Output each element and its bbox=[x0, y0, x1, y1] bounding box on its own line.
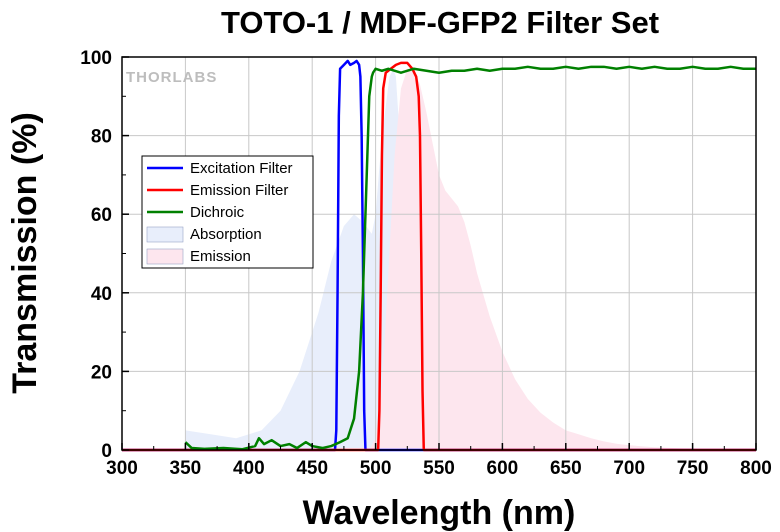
y-tick-label: 100 bbox=[80, 48, 112, 69]
x-tick-label: 700 bbox=[613, 458, 645, 479]
y-tick-label: 20 bbox=[91, 362, 112, 383]
absorption-legend-swatch bbox=[146, 226, 184, 243]
axis-ticks: 300 350 400 450 500 550 600 650 700 750 800 0 20 40 60… bbox=[80, 48, 772, 479]
x-tick-label: 600 bbox=[487, 458, 519, 479]
dichroic-legend-label: Dichroic bbox=[190, 204, 245, 221]
x-tick-label: 550 bbox=[423, 458, 455, 479]
x-tick-label: 650 bbox=[550, 458, 582, 479]
watermark: THORLABS bbox=[126, 69, 217, 86]
y-tick-label: 60 bbox=[91, 205, 112, 226]
x-tick-label: 800 bbox=[740, 458, 772, 479]
dichroic-line bbox=[184, 65, 756, 451]
x-tick-label: 350 bbox=[170, 458, 202, 479]
emission-area bbox=[369, 68, 756, 450]
y-tick-label: 0 bbox=[101, 441, 112, 462]
x-tick-label: 500 bbox=[360, 458, 392, 479]
emission-filter-line bbox=[122, 61, 756, 452]
absorption-area bbox=[185, 68, 427, 450]
emission-legend-label: Emission bbox=[190, 248, 251, 265]
y-axis-label: Transmission (%) bbox=[6, 112, 44, 394]
x-tick-label: 400 bbox=[233, 458, 265, 479]
y-tick-label: 80 bbox=[91, 127, 112, 148]
legend: Excitation Filter Emission Filter Dichroic… bbox=[141, 155, 314, 269]
area-series-group bbox=[185, 68, 756, 450]
x-tick-label: 450 bbox=[296, 458, 328, 479]
excitation-filter-legend-label: Excitation Filter bbox=[190, 160, 293, 177]
x-tick-label: 300 bbox=[106, 458, 138, 479]
emission-filter-legend-label: Emission Filter bbox=[190, 182, 288, 199]
x-tick-label: 750 bbox=[677, 458, 709, 479]
x-axis-label: Wavelength (nm) bbox=[303, 494, 576, 532]
emission-legend-swatch bbox=[146, 248, 184, 265]
y-tick-label: 40 bbox=[91, 284, 112, 305]
line-series-group bbox=[122, 59, 756, 452]
chart-title: TOTO-1 / MDF-GFP2 Filter Set bbox=[221, 5, 659, 40]
absorption-legend-label: Absorption bbox=[190, 226, 262, 243]
